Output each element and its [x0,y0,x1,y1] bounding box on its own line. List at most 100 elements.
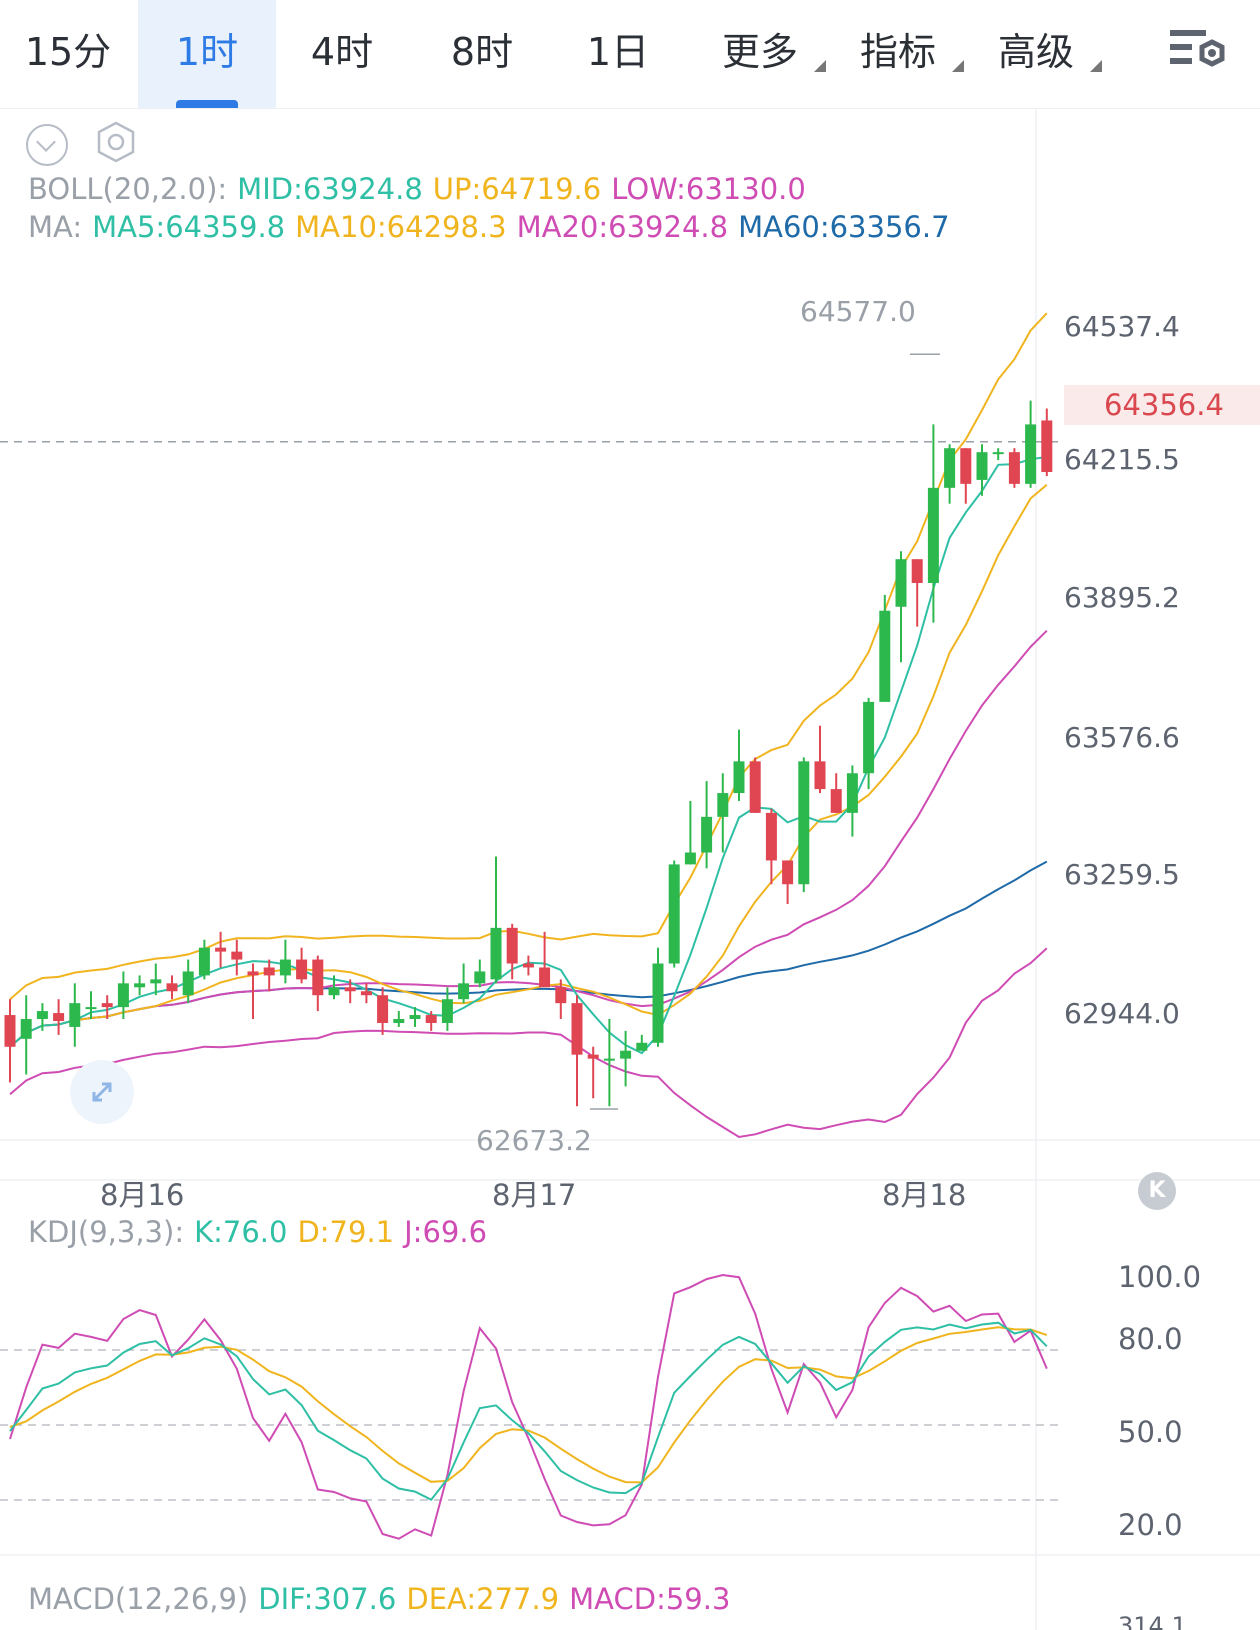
candle-body [117,983,129,1008]
tab-1h[interactable]: 1时 [138,0,276,108]
tab-4h[interactable]: 4时 [310,30,374,74]
ma20-line [9,629,1048,1048]
candle-body [312,959,324,996]
candle-body [409,1015,421,1020]
dropdown-triangle-icon [952,60,964,72]
tab-8h[interactable]: 8时 [450,30,514,74]
dropdown-triangle-icon [1090,60,1102,72]
ma10-value: MA10:64298.3 [295,210,507,244]
candle-body [166,983,178,992]
kdj-axis-label: 80.0 [1118,1322,1183,1356]
candle-body [863,701,875,774]
kdj-axis-label: 50.0 [1118,1415,1183,1449]
ma5-value: MA5:64359.8 [92,210,286,244]
ma20-value: MA20:63924.8 [516,210,729,244]
candle-body [490,927,502,980]
candle-body [150,979,162,984]
candle-body [231,951,243,960]
boll-low: LOW:63130.0 [611,172,806,206]
candle-body [393,1019,405,1023]
candle-body [215,947,227,952]
candle-body [296,959,308,980]
kdj-d: D:79.1 [297,1215,395,1249]
candle-body [911,559,923,583]
candle-body [344,987,356,992]
chart-settings-icon[interactable] [1168,26,1228,78]
tab-advanced[interactable]: 高级 [976,0,1102,108]
scroll-to-latest-button[interactable]: K [1138,1172,1176,1210]
candle-body [441,999,453,1023]
candle-body [555,987,567,1004]
candle-body [1041,420,1053,472]
price-axis-label: 62944.0 [1064,997,1180,1030]
kdj-label: KDJ(9,3,3): [28,1215,185,1249]
candle-body [101,1003,113,1008]
candle-body [668,864,680,964]
candle-body [1008,452,1020,484]
collapse-chevron-icon[interactable] [26,124,68,166]
candle-body [539,967,551,988]
candle-body [830,789,842,813]
price-axis-label: 63259.5 [1064,858,1180,891]
price-axis-label: 64215.5 [1064,443,1180,476]
candle-body [603,1058,615,1061]
macd-hist: MACD:59.3 [569,1582,731,1616]
boll-up: UP:64719.6 [432,172,602,206]
active-tab-indicator [176,100,238,108]
candle-body [684,852,696,865]
tab-more[interactable]: 更多 [700,0,826,108]
candle-body [458,983,470,1000]
ma-legend: MA: MA5:64359.8 MA10:64298.3 MA20:63924.8 MA… [28,210,960,244]
candle-body [198,947,210,976]
tab-15m[interactable]: 15分 [24,30,112,74]
candle-body [506,927,518,964]
candle-body [247,971,259,976]
low-price-label: 62673.2 [476,1124,592,1157]
expand-arrows-icon [92,1082,112,1102]
candle-body [701,816,713,853]
candle-body [587,1054,599,1059]
candle-body [377,995,389,1023]
price-axis-label: 63576.6 [1064,721,1180,754]
timeframe-tabbar: 15分 1时 4时 8时 1日 更多 指标 高级 [0,0,1260,109]
ma60-value: MA60:63356.7 [738,210,950,244]
candle-body [879,610,891,702]
hexagon-settings-icon[interactable] [94,120,138,164]
current-price-tag: 64356.4 [1064,385,1260,425]
candle-body [636,1042,648,1051]
candle-body [814,761,826,790]
candle-body [360,991,372,996]
candle-body [717,793,729,817]
candle-body [522,963,534,968]
kdj-k: K:76.0 [194,1215,288,1249]
candle-body [782,860,794,885]
kdj-legend: KDJ(9,3,3): K:76.0 D:79.1 J:69.6 [28,1215,497,1249]
macd-dif: DIF:307.6 [258,1582,397,1616]
candle-body [4,1015,16,1047]
tab-1d[interactable]: 1日 [586,30,650,74]
candle-body [134,983,146,988]
candle-body [53,1013,65,1021]
candle-body [20,1019,32,1039]
candle-body [652,963,664,1043]
candle-body [846,773,858,813]
expand-chart-button[interactable] [70,1060,134,1124]
macd-dea: DEA:277.9 [406,1582,560,1616]
candle-body [895,559,907,607]
candle-body [927,487,939,583]
kdj-k-line [9,1321,1048,1501]
boll-label: BOLL(20,2.0): [28,172,228,206]
candle-body [263,967,275,976]
kdj-axis-label: 20.0 [1118,1508,1183,1542]
candle-body [425,1015,437,1023]
candle-body [474,971,486,984]
candle-body [36,1011,48,1020]
tab-indicators[interactable]: 指标 [838,0,964,108]
dropdown-triangle-icon [814,60,826,72]
kdj-j-line [9,1273,1048,1540]
date-axis-label: 8月16 [100,1178,185,1212]
candle-body [1025,424,1037,484]
price-axis-label: 64537.4 [1064,310,1180,343]
candle-body [279,959,291,976]
